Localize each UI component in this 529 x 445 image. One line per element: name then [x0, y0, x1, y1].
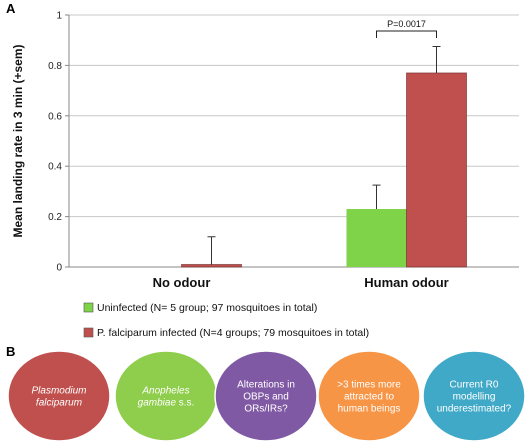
circle-shape — [7, 350, 111, 442]
x-tick-label: Human odour — [364, 275, 449, 290]
circle-text-line: OBPs and — [243, 392, 289, 403]
circle-text-line: Current R0 — [450, 380, 499, 391]
circle-text-line: underestimated? — [437, 404, 512, 415]
y-axis-ticks: 0 0.2 0.4 0.6 0.8 1 — [48, 11, 69, 274]
y-tick-label: 1 — [56, 11, 62, 22]
bracket — [376, 30, 437, 38]
circle-text-line: gambiae s.s. — [138, 398, 195, 409]
circle-shape — [317, 350, 421, 442]
legend: Uninfected (N= 5 group; 97 mosquitoes in… — [83, 302, 369, 339]
y-tick-label: 0 — [56, 263, 62, 274]
circle-text-line: falciparum — [36, 398, 82, 409]
x-tick-label: No odour — [153, 275, 211, 290]
circle-text-line: Anopheles — [141, 386, 189, 397]
category-labels: No odour Human odour — [153, 275, 449, 290]
circle-text-line: modelling — [453, 392, 496, 403]
error-bars — [207, 46, 441, 265]
legend-label: Uninfected (N= 5 group; 97 mosquitoes in… — [97, 302, 317, 314]
y-tick-label: 0.2 — [48, 212, 62, 223]
legend-swatch — [83, 327, 94, 338]
bar — [346, 209, 407, 267]
legend-label: P. falciparum infected (N=4 groups; 79 m… — [97, 327, 369, 339]
circle-text-line: >3 times more — [337, 380, 401, 391]
circle-text-line: Plasmodium — [31, 386, 86, 397]
circle-shape — [214, 350, 318, 442]
bar — [406, 72, 467, 268]
p-value-label: P=0.0017 — [387, 19, 426, 29]
bar — [181, 263, 242, 268]
significance-bracket: P=0.0017 — [376, 19, 437, 38]
circle-shape — [422, 350, 526, 442]
y-axis-label: Mean landing rate in 3 min (+sem) — [11, 44, 25, 237]
circle-text-line: attracted to — [344, 392, 394, 403]
legend-swatch — [83, 302, 94, 313]
y-tick-label: 0.8 — [48, 61, 62, 72]
panel-a-label: A — [6, 1, 16, 16]
circle-text-line: Alterations in — [237, 380, 295, 391]
circle-text-line: human beings — [338, 404, 401, 415]
panel-b-label: B — [6, 344, 15, 359]
circle-text-line: ORs/IRs? — [244, 404, 288, 415]
bars — [181, 72, 467, 268]
y-tick-label: 0.6 — [48, 111, 62, 122]
bar-chart: 0 0.2 0.4 0.6 0.8 1 Mean landing rate in 3 mi… — [11, 11, 519, 290]
y-tick-label: 0.4 — [48, 162, 62, 173]
